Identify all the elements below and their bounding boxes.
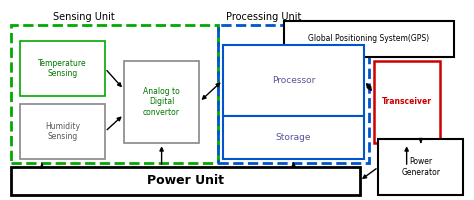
Text: Storage: Storage <box>276 133 311 142</box>
Text: Humidity
Sensing: Humidity Sensing <box>45 122 80 141</box>
Text: Power
Generator: Power Generator <box>401 157 440 177</box>
FancyBboxPatch shape <box>124 61 199 143</box>
FancyBboxPatch shape <box>284 21 454 57</box>
Text: Power Unit: Power Unit <box>146 174 224 187</box>
FancyBboxPatch shape <box>223 45 364 116</box>
FancyBboxPatch shape <box>20 41 105 96</box>
FancyBboxPatch shape <box>378 139 463 195</box>
Text: Transceiver: Transceiver <box>382 97 432 106</box>
FancyBboxPatch shape <box>223 116 364 159</box>
Text: Analog to
Digital
convertor: Analog to Digital convertor <box>143 87 180 117</box>
Text: Global Positioning System(GPS): Global Positioning System(GPS) <box>309 34 429 43</box>
FancyBboxPatch shape <box>11 167 359 195</box>
FancyBboxPatch shape <box>20 104 105 159</box>
Text: Sensing Unit: Sensing Unit <box>53 12 114 22</box>
FancyBboxPatch shape <box>374 61 439 143</box>
Text: Temperature
Sensing: Temperature Sensing <box>38 59 87 78</box>
Text: Processor: Processor <box>272 76 315 85</box>
Text: Processing Unit: Processing Unit <box>226 12 301 22</box>
